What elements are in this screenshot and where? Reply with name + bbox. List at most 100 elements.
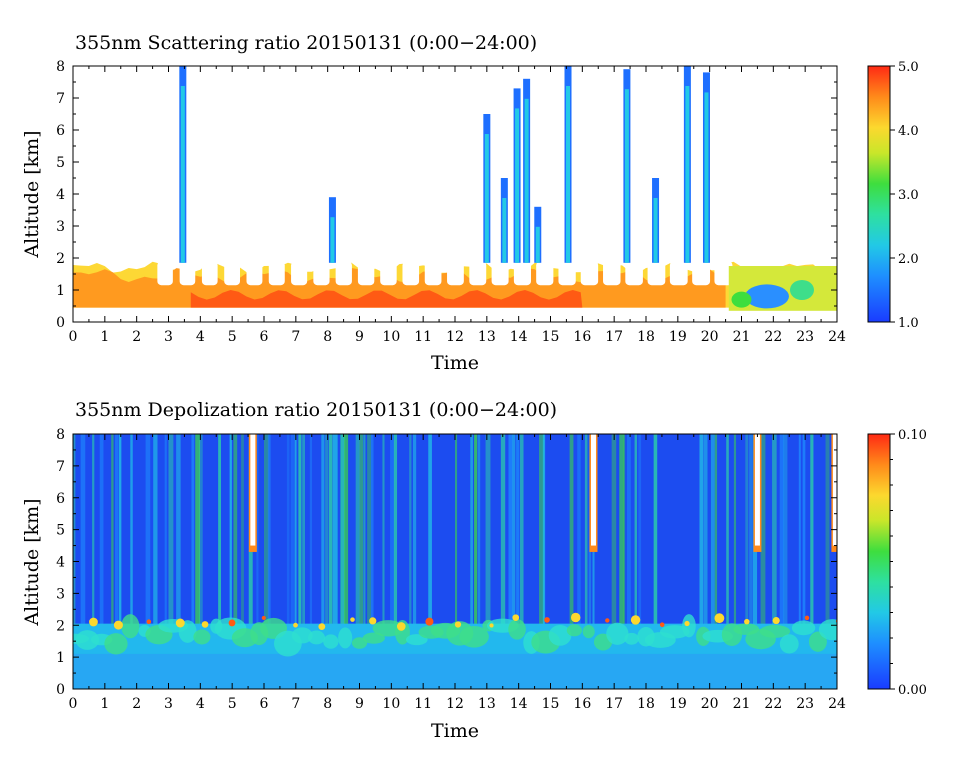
data-gap (513, 261, 531, 286)
x-tick-label: 7 (291, 696, 300, 712)
y-tick-label: 3 (56, 586, 65, 602)
noise-streak (653, 434, 658, 626)
x-tick-label: 10 (382, 696, 400, 712)
low-layer-patch (659, 625, 690, 639)
x-tick-label: 15 (542, 696, 560, 712)
cloud-column-core (180, 86, 185, 263)
x-tick-label: 9 (355, 696, 364, 712)
low-layer-patch (291, 627, 313, 644)
hotspot (605, 618, 610, 623)
x-tick-label: 14 (510, 329, 528, 345)
data-gap (157, 261, 173, 286)
data-gap (335, 261, 352, 286)
noise-streak (359, 434, 364, 626)
x-tick-label: 4 (196, 696, 205, 712)
noise-streak (382, 434, 385, 626)
chart-title-depolarization: 355nm Depolization ratio 20150131 (0:00−… (75, 399, 557, 421)
cloud-column-core (535, 226, 540, 263)
hotspot (454, 621, 462, 628)
colorbar-tick-label: 2.0 (898, 252, 919, 267)
hotspot (630, 615, 641, 625)
noise-streak (749, 434, 753, 626)
colorbar-tick-label: 5.0 (898, 60, 919, 75)
x-tick-label: 24 (828, 696, 846, 712)
x-tick-label: 11 (414, 696, 432, 712)
low-layer-patch (606, 622, 629, 645)
cloud-column-core (653, 198, 658, 263)
colorbar-tick-label: 0.00 (898, 683, 927, 698)
noise-streak (474, 434, 478, 626)
x-tick-label: 18 (637, 696, 655, 712)
noise-streak (370, 434, 374, 626)
x-tick-label: 19 (669, 329, 687, 345)
x-tick-label: 17 (605, 329, 623, 345)
noise-streak (99, 434, 104, 626)
x-tick-label: 1 (100, 329, 109, 345)
hotspot (804, 615, 810, 621)
y-tick-label: 8 (56, 59, 65, 75)
y-tick-label: 6 (56, 123, 65, 139)
noise-streak (726, 434, 729, 626)
noise-streak (409, 434, 412, 626)
noise-streak (328, 434, 333, 626)
late-layer-mid (731, 291, 752, 308)
low-layer-patch (759, 624, 791, 638)
noise-streak (321, 434, 325, 626)
noise-streak (412, 434, 417, 626)
x-tick-label: 23 (796, 329, 814, 345)
noise-streak (256, 434, 259, 626)
hotspot (113, 620, 123, 630)
noise-streak (355, 434, 360, 626)
noise-streak (118, 434, 122, 626)
low-layer-patch (104, 633, 128, 655)
x-tick-label: 5 (228, 696, 237, 712)
data-gap (380, 261, 397, 286)
y-tick-label: 1 (56, 283, 65, 299)
x-tick-label: 7 (291, 329, 300, 345)
noise-streak (485, 434, 491, 626)
data-gap (246, 261, 263, 286)
depol-spike-core (250, 434, 256, 546)
x-tick-label: 11 (414, 329, 432, 345)
x-tick-label: 24 (828, 329, 846, 345)
cloud-column-core (566, 86, 571, 263)
noise-streak (363, 434, 366, 626)
x-tick-label: 20 (701, 329, 719, 345)
hotspot (175, 618, 185, 628)
x-tick-label: 22 (764, 696, 782, 712)
y-tick-label: 7 (56, 91, 65, 107)
noise-streak (145, 434, 151, 626)
late-layer-mid (789, 280, 814, 300)
colorbar-tick-label: 0.10 (898, 428, 927, 443)
noise-streak (153, 434, 158, 626)
data-gap (469, 261, 487, 286)
data-gap (558, 261, 576, 286)
hotspot (659, 622, 665, 628)
hotspot (684, 620, 690, 627)
hotspot (318, 623, 326, 631)
noise-streak (638, 434, 642, 626)
hotspot (350, 617, 355, 622)
x-tick-label: 5 (228, 329, 237, 345)
noise-streak (367, 434, 372, 626)
data-gap (491, 261, 509, 286)
noise-streak (584, 434, 588, 626)
low-layer-patch (338, 627, 353, 649)
data-gap (179, 261, 196, 286)
noise-streak (294, 434, 297, 626)
low-layer-patch (548, 624, 572, 646)
data-gap (669, 261, 688, 286)
x-tick-label: 8 (323, 329, 332, 345)
depol-spike-core (754, 434, 760, 546)
data-gap (580, 261, 599, 286)
x-tick-label: 1 (100, 696, 109, 712)
noise-streak (80, 434, 86, 626)
hotspot (544, 617, 550, 623)
y-tick-label: 0 (56, 682, 65, 698)
noise-streak (512, 434, 516, 626)
x-tick-label: 17 (605, 696, 623, 712)
noise-streak (699, 434, 704, 626)
y-tick-label: 5 (56, 155, 65, 171)
x-tick-label: 0 (69, 329, 78, 345)
